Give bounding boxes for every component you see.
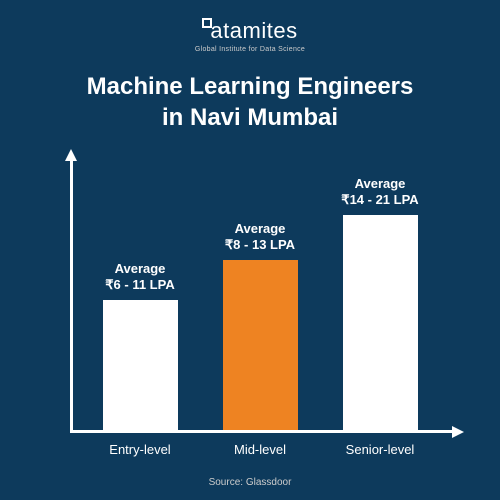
bar-group: Average₹6 - 11 LPA [100,261,180,431]
y-axis-arrow-icon [65,149,77,161]
bar-group: Average₹14 - 21 LPA [340,176,420,431]
bar-value-label: Average₹6 - 11 LPA [105,261,174,295]
logo-text: atamites [0,18,500,44]
source-attribution: Source: Glassdoor [0,477,500,488]
x-axis-label: Mid-level [220,442,300,457]
title-line-1: Machine Learning Engineers [0,71,500,102]
bar-value-label: Average₹14 - 21 LPA [341,176,418,210]
bars-container: Average₹6 - 11 LPA Average₹8 - 13 LPA Aver… [70,170,445,430]
bar [343,215,418,430]
chart-area: Average₹6 - 11 LPA Average₹8 - 13 LPA Aver… [70,158,445,433]
x-axis-labels: Entry-level Mid-level Senior-level [70,442,445,457]
logo-subtitle: Global Institute for Data Science [0,46,500,53]
bar-value-label: Average₹8 - 13 LPA [225,221,295,255]
title-line-2: in Navi Mumbai [0,102,500,133]
bar [223,260,298,430]
logo-main-text: atamites [210,18,297,43]
x-axis-arrow-icon [452,426,464,438]
chart-title: Machine Learning Engineers in Navi Mumba… [0,71,500,133]
brand-logo: atamites Global Institute for Data Scien… [0,0,500,53]
x-axis [70,430,455,433]
logo-square-icon [202,18,212,28]
x-axis-label: Entry-level [100,442,180,457]
bar [103,300,178,430]
bar-group: Average₹8 - 13 LPA [220,221,300,431]
x-axis-label: Senior-level [340,442,420,457]
